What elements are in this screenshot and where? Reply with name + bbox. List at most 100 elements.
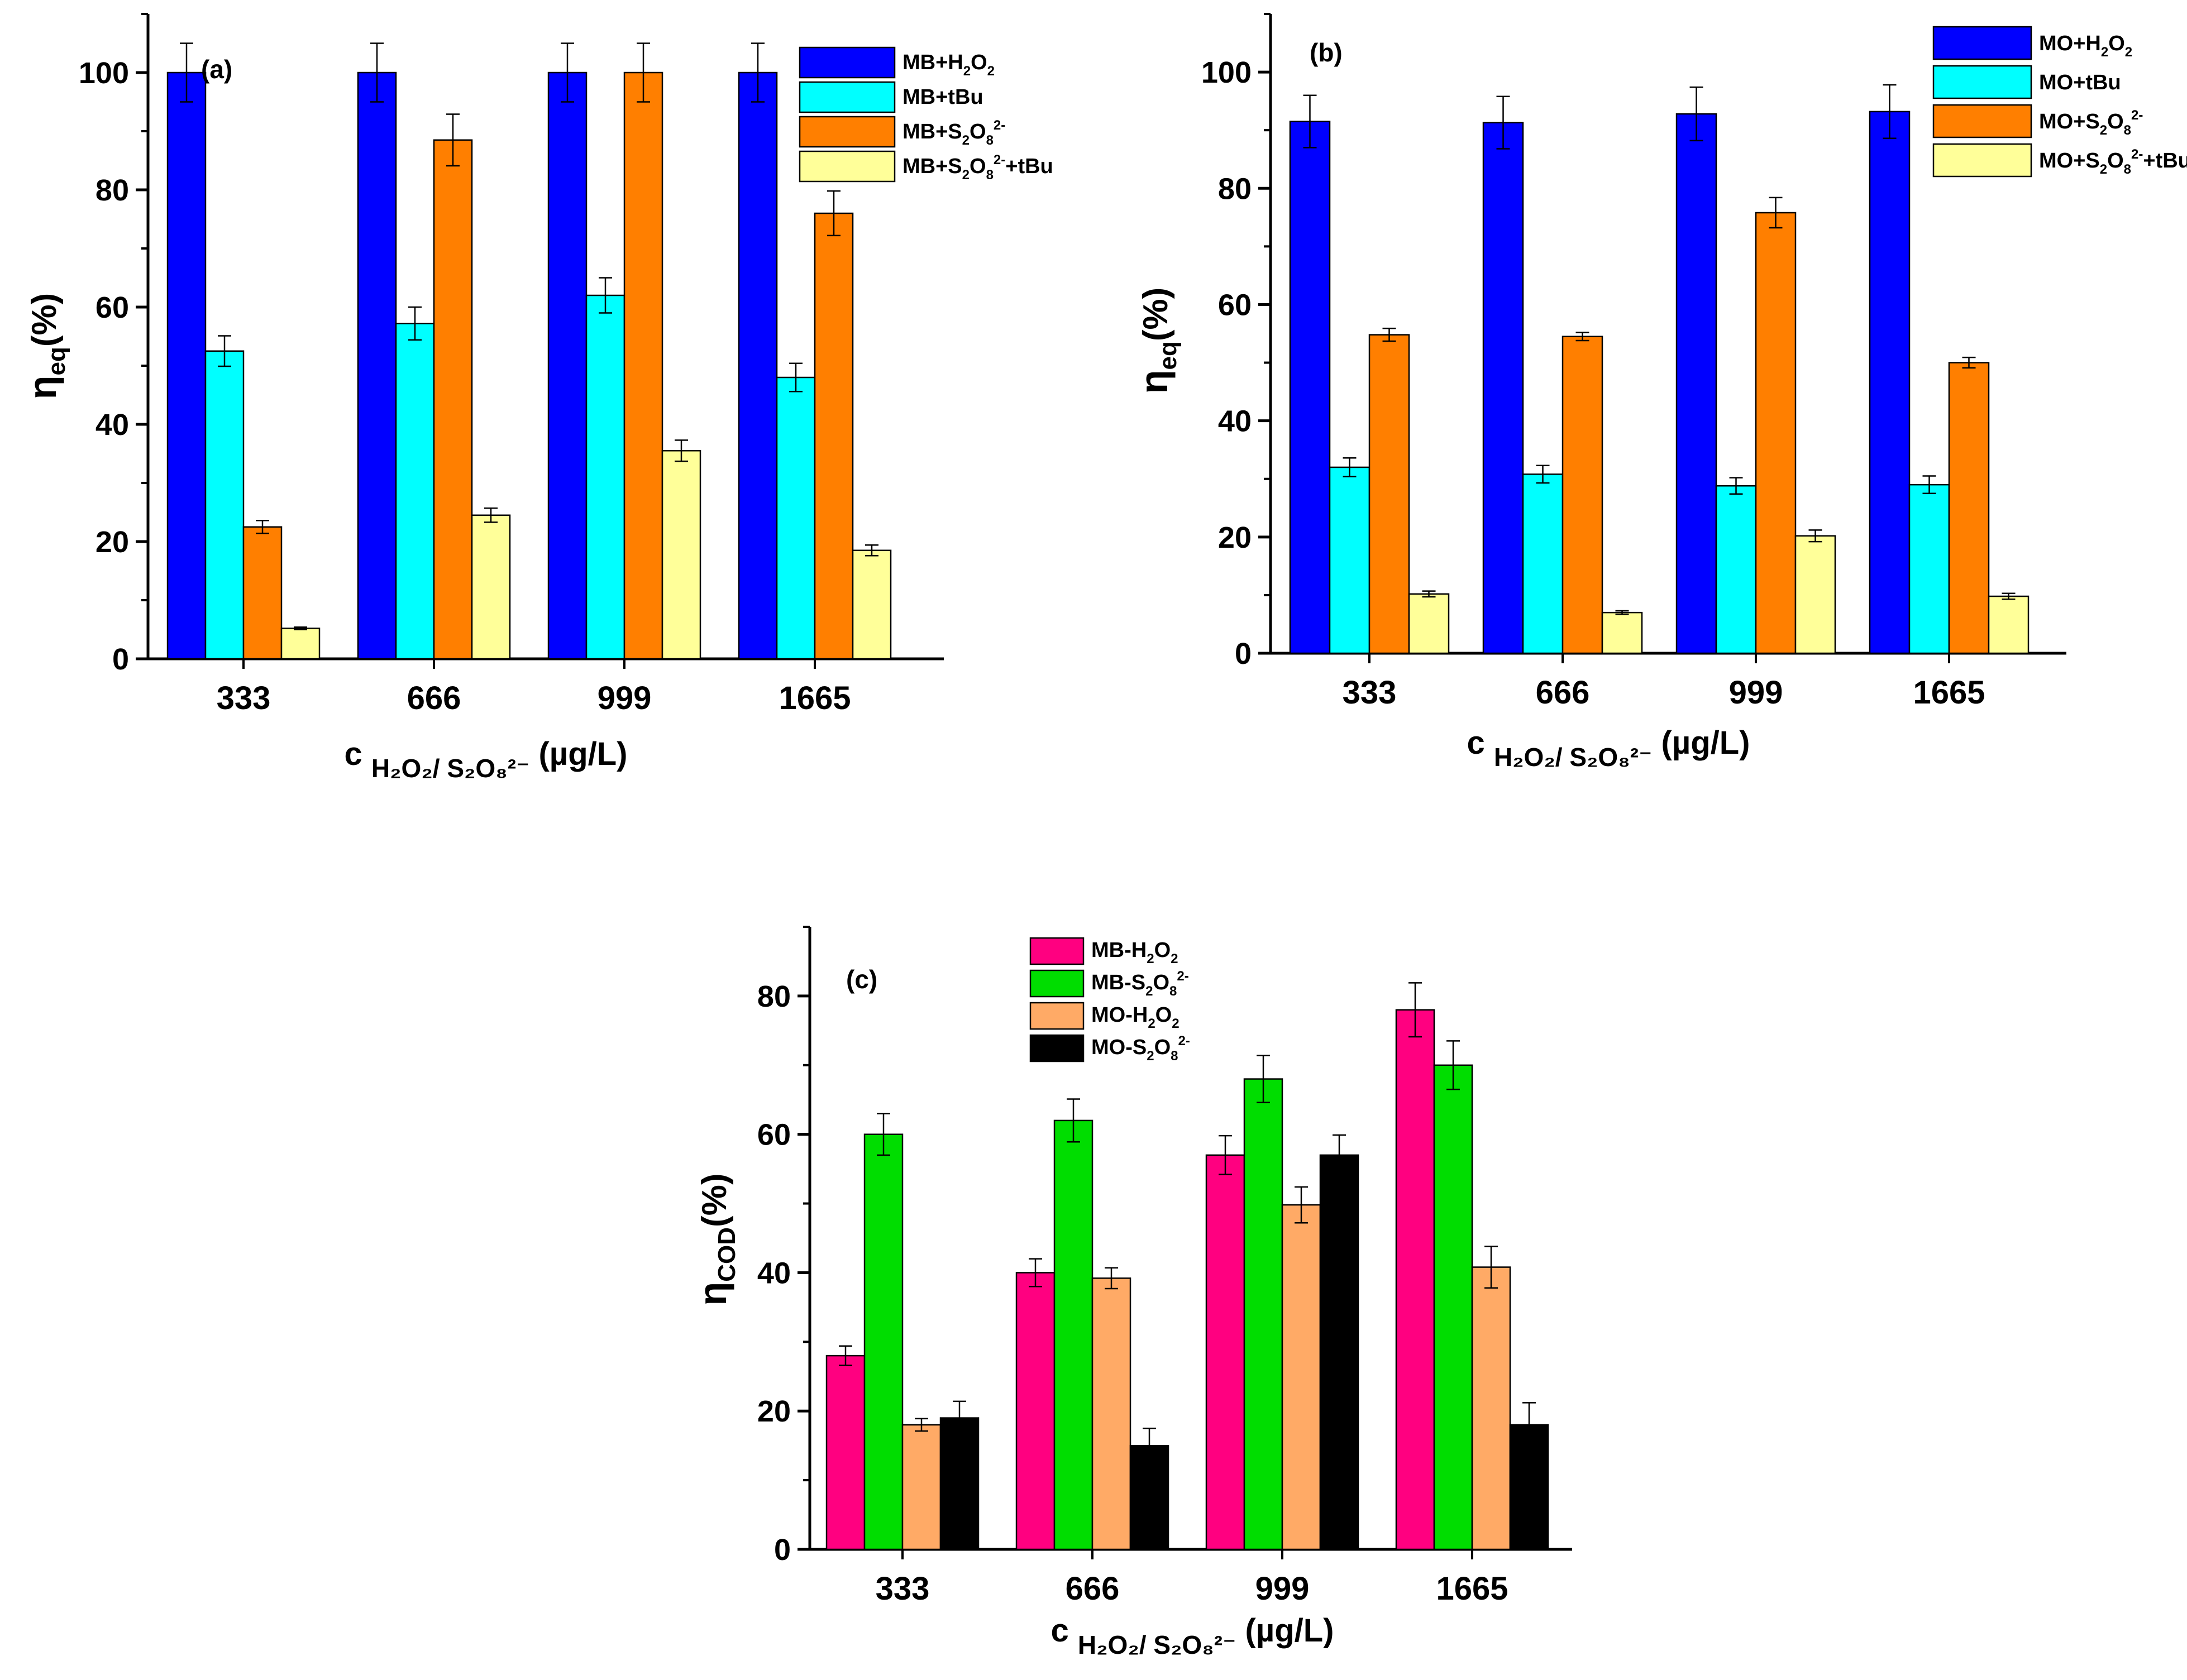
y-tick-label: 100 [1201, 56, 1252, 89]
x-tick-label: 1665 [1436, 1571, 1508, 1607]
y-tick-label: 40 [757, 1256, 791, 1290]
legend-label-part: 2 [2101, 45, 2108, 60]
legend-label-part: 2- [2131, 147, 2143, 162]
y-tick-label: 60 [1218, 288, 1252, 322]
legend-swatch [799, 81, 896, 113]
legend-label: MO-H2O2 [1091, 1003, 1180, 1031]
y-tick-label: 80 [757, 980, 791, 1013]
legend-swatch [799, 46, 896, 79]
legend-label: MB+S2O82- [903, 118, 1005, 148]
bar [1091, 1277, 1131, 1550]
y-tick-label: 80 [95, 174, 129, 207]
panel-label: (a) [201, 55, 232, 84]
y-axis-label: ηCOD(%) [691, 1174, 741, 1306]
y-tick-label: 20 [1218, 521, 1252, 554]
y-tick-label: 60 [757, 1118, 791, 1152]
y-axis-label-sub: COD [713, 1227, 741, 1282]
legend-label-part: 2 [2100, 123, 2107, 138]
y-tick-label: 40 [95, 408, 129, 442]
bar [825, 1354, 866, 1550]
legend-label-part: +tBu [1005, 155, 1053, 178]
bar [547, 71, 588, 660]
y-axis-label: ηeq(%) [1132, 288, 1182, 394]
legend-swatch [1029, 969, 1085, 998]
legend-label-main: MO+S [2039, 149, 2100, 173]
legend-label-main: MB+tBu [903, 85, 983, 109]
x-tick-label: 666 [407, 680, 461, 716]
bar [166, 71, 207, 660]
panel-label: (c) [846, 965, 877, 994]
x-tick-label: 999 [1255, 1571, 1310, 1607]
legend-label: MO-S2O82- [1091, 1033, 1190, 1064]
y-tick-label: 0 [1235, 637, 1252, 671]
bar [1015, 1272, 1056, 1550]
bar [1368, 334, 1410, 654]
y-tick-label: 60 [95, 291, 129, 324]
legend-swatch [1932, 143, 2032, 178]
x-axis-label-tail: (µg/L) [529, 736, 627, 772]
x-axis-label: c H₂O₂/ S₂O₈²⁻ (µg/L) [1467, 725, 1750, 772]
legend-label-part: 2 [1147, 951, 1154, 966]
bar [585, 294, 625, 660]
legend-label: MB-H2O2 [1091, 939, 1178, 966]
bar [814, 212, 854, 660]
legend-label-part: 2- [994, 118, 1005, 133]
x-axis-label-lead: c [345, 736, 371, 772]
legend-label: MB+S2O82-+tBu [903, 152, 1053, 183]
bar [1755, 212, 1797, 654]
bar [1281, 1204, 1321, 1550]
legend-label: MO+S2O82-+tBu [2039, 147, 2187, 177]
y-tick-label: 40 [1218, 405, 1252, 438]
bar [1988, 595, 2030, 654]
bar [1289, 121, 1331, 654]
bar [863, 1133, 904, 1550]
bar [661, 450, 701, 660]
x-tick-label: 333 [1343, 674, 1397, 711]
legend-label-part: 2 [1171, 951, 1178, 966]
bar [1433, 1064, 1473, 1550]
legend-label-part: 2 [1148, 1016, 1155, 1031]
y-axis-label-sub: eq [1154, 341, 1182, 370]
bar [1205, 1154, 1245, 1550]
bar [433, 139, 473, 660]
bar [1319, 1154, 1359, 1550]
legend-label-part: O [1154, 939, 1171, 962]
legend-label-part: 2 [962, 167, 970, 183]
legend-label-main: MB-H [1091, 939, 1147, 962]
legend-label-part: 8 [986, 167, 994, 183]
bar [1522, 473, 1564, 654]
x-axis-label-tail: (µg/L) [1236, 1612, 1334, 1649]
legend-label-part: O [2108, 32, 2125, 55]
x-axis-label-sub: H₂O₂/ S₂O₈²⁻ [1078, 1630, 1236, 1659]
y-axis-label-sub: eq [43, 347, 70, 375]
legend-label-main: MO+S [2039, 110, 2100, 133]
legend-label-main: MB+S [903, 155, 962, 178]
legend-label-part: 2- [994, 152, 1005, 167]
y-tick-label: 80 [1218, 172, 1252, 205]
legend-label-part: 2 [1147, 1049, 1154, 1064]
legend-label-part: 8 [986, 133, 994, 148]
bar [1562, 336, 1603, 654]
y-axis-label: ηeq(%) [21, 293, 70, 400]
legend-label-part: O [1153, 971, 1169, 994]
legend-label-part: O [1155, 1003, 1172, 1027]
x-axis-label-sub: H₂O₂/ S₂O₈²⁻ [371, 754, 529, 783]
legend-label-part: 2- [2131, 108, 2143, 123]
legend-label-part: 2 [1172, 1016, 1179, 1031]
bar [242, 526, 283, 660]
y-axis-label-main: η [21, 376, 64, 400]
y-tick-label: 0 [112, 643, 129, 676]
legend-label: MB+H2O2 [903, 51, 995, 79]
legend-label-part: O [2107, 149, 2124, 173]
legend-label-part: 8 [1169, 984, 1177, 999]
y-tick-label: 0 [774, 1533, 791, 1567]
legend-label-part: O [1154, 1036, 1171, 1059]
x-axis-label-lead: c [1051, 1612, 1078, 1649]
bar [1601, 611, 1643, 654]
legend-swatch [1029, 1002, 1085, 1030]
bar [1869, 111, 1911, 654]
bar [939, 1417, 980, 1550]
bar [738, 71, 778, 660]
